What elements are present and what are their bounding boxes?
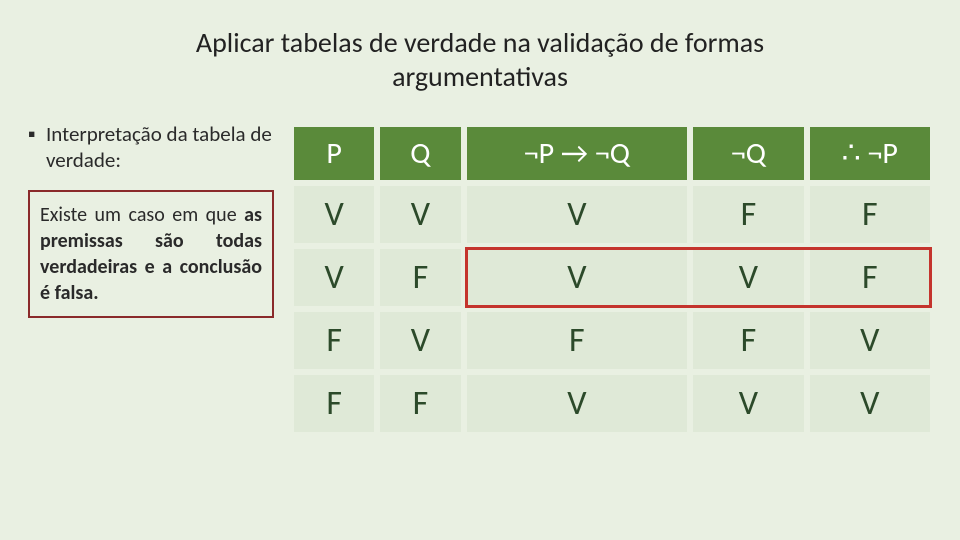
title-line-1: Aplicar tabelas de verdade na validação … <box>196 25 764 60</box>
truth-table: P Q ¬P → ¬Q ¬Q ∴ ¬P V V V F F V F V V F <box>288 121 936 438</box>
cell: F <box>294 375 374 432</box>
cell: F <box>467 312 688 369</box>
cell: V <box>810 312 930 369</box>
th-p: P <box>294 127 374 180</box>
content-area: ▪ Interpretação da tabela de verdade: Ex… <box>0 121 960 438</box>
cell: F <box>810 186 930 243</box>
cell: V <box>380 312 460 369</box>
cell: V <box>693 249 803 306</box>
cell: V <box>810 375 930 432</box>
callout-prefix: Existe um caso em que <box>40 203 244 227</box>
th-q: Q <box>380 127 460 180</box>
bullet-icon: ▪ <box>28 121 46 174</box>
table-area: P Q ¬P → ¬Q ¬Q ∴ ¬P V V V F F V F V V F <box>288 121 936 438</box>
title-line-2: argumentativas <box>392 59 568 94</box>
th-nq: ¬Q <box>693 127 803 180</box>
table-row: F F V V V <box>294 375 930 432</box>
th-conclusion: ∴ ¬P <box>810 127 930 180</box>
cell: F <box>693 312 803 369</box>
cell: V <box>693 375 803 432</box>
interpretation-label: Interpretação da tabela de verdade: <box>46 121 274 174</box>
cell: V <box>467 375 688 432</box>
interpretation-bullet: ▪ Interpretação da tabela de verdade: <box>28 121 274 174</box>
cell: V <box>467 186 688 243</box>
cell: V <box>380 186 460 243</box>
table-header-row: P Q ¬P → ¬Q ¬Q ∴ ¬P <box>294 127 930 180</box>
table-row: V F V V F <box>294 249 930 306</box>
cell: F <box>810 249 930 306</box>
callout-box: Existe um caso em que as premissas são t… <box>28 190 274 318</box>
cell: V <box>467 249 688 306</box>
table-row: V V V F F <box>294 186 930 243</box>
cell: F <box>380 249 460 306</box>
th-impl: ¬P → ¬Q <box>467 127 688 180</box>
cell: F <box>693 186 803 243</box>
cell: V <box>294 249 374 306</box>
slide-title: Aplicar tabelas de verdade na validação … <box>0 0 960 93</box>
cell: F <box>380 375 460 432</box>
table-row: F V F F V <box>294 312 930 369</box>
left-column: ▪ Interpretação da tabela de verdade: Ex… <box>28 121 288 438</box>
cell: V <box>294 186 374 243</box>
cell: F <box>294 312 374 369</box>
